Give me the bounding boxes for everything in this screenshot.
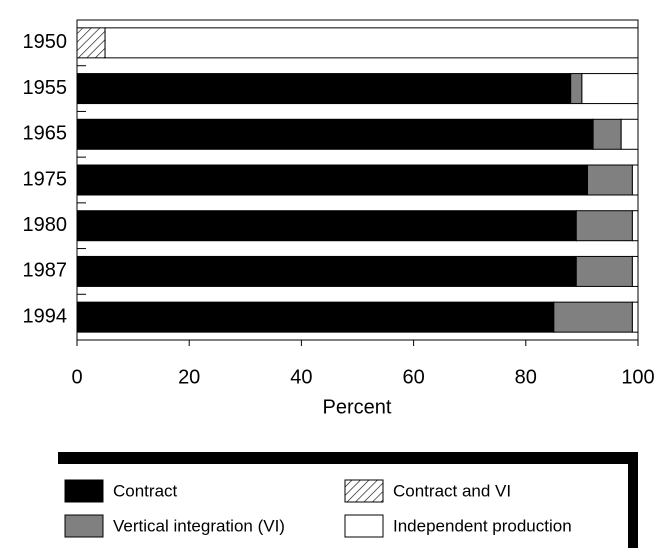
- bar-segment: [76, 118, 594, 150]
- x-tick-label: 20: [178, 366, 200, 388]
- y-tick-label: 1965: [23, 123, 68, 145]
- bar-segment: [553, 301, 633, 333]
- bar-segment: [570, 73, 583, 105]
- legend-box: [48, 464, 628, 550]
- bar-segment: [592, 118, 622, 150]
- bar-segment: [76, 255, 577, 287]
- x-tick-label: 40: [290, 366, 312, 388]
- bar-segment: [575, 255, 633, 287]
- legend-swatch: [64, 479, 104, 503]
- bar-segment: [575, 210, 633, 242]
- legend-swatch: [344, 514, 384, 538]
- bar-segment: [631, 164, 639, 196]
- legend-label: Contract: [113, 481, 178, 500]
- bar-segment: [581, 73, 639, 105]
- legend-label: Vertical integration (VI): [113, 516, 285, 535]
- x-tick-label: 100: [621, 366, 654, 388]
- bar-segment: [76, 27, 106, 59]
- x-axis-label: Percent: [323, 396, 392, 418]
- x-tick-label: 80: [515, 366, 537, 388]
- legend-swatch: [344, 479, 384, 503]
- bar-segment: [76, 301, 555, 333]
- bar-segment: [587, 164, 633, 196]
- bar-segment: [76, 210, 577, 242]
- y-tick-label: 1994: [23, 305, 68, 327]
- bar-segment: [631, 210, 639, 242]
- y-tick-label: 1950: [23, 31, 68, 53]
- bar-segment: [76, 73, 572, 105]
- y-tick-label: 1980: [23, 214, 68, 236]
- bar-segment: [76, 164, 589, 196]
- y-tick-label: 1975: [23, 168, 68, 190]
- bar-segment: [631, 301, 639, 333]
- x-tick-label: 0: [71, 366, 82, 388]
- y-tick-label: 1955: [23, 77, 68, 99]
- y-tick-label: 1987: [23, 260, 68, 282]
- legend-swatch: [64, 514, 104, 538]
- bar-segment: [631, 255, 639, 287]
- x-tick-label: 60: [402, 366, 424, 388]
- legend-label: Independent production: [393, 516, 572, 535]
- bar-segment: [104, 27, 639, 59]
- legend: Contract Contract and VI Vertical integrat…: [48, 452, 638, 550]
- bar-segment: [620, 118, 639, 150]
- legend-label: Contract and VI: [393, 481, 511, 500]
